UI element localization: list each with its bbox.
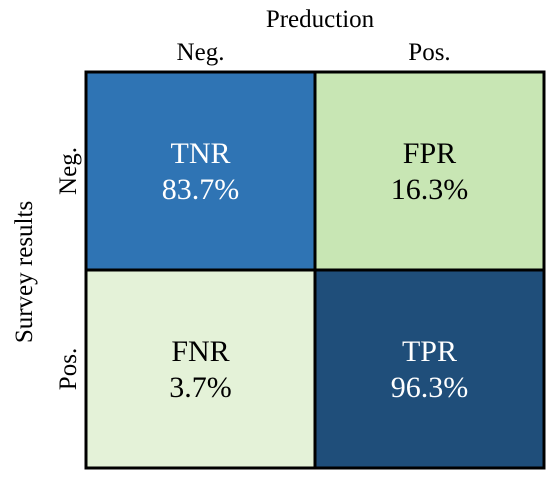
y-tick-label: Neg. <box>55 147 82 195</box>
x-tick-label: Neg. <box>177 39 225 66</box>
cell-tpr <box>315 270 544 468</box>
cell-fnr <box>86 270 315 468</box>
x-tick-label: Pos. <box>408 39 450 66</box>
y-tick-labels: Neg. Pos. <box>55 147 82 390</box>
cell-tnr-value: 83.7% <box>162 173 240 206</box>
cell-fpr <box>315 72 544 270</box>
y-axis-title: Survey results <box>11 201 38 343</box>
cell-tnr <box>86 72 315 270</box>
cell-fpr-label: FPR <box>403 137 456 170</box>
cell-fpr-value: 16.3% <box>391 173 469 206</box>
cell-tpr-label: TPR <box>402 335 457 368</box>
y-tick-label: Pos. <box>55 348 82 390</box>
cell-fnr-label: FNR <box>171 335 229 368</box>
x-tick-labels: Neg. Pos. <box>177 39 451 66</box>
cell-fnr-value: 3.7% <box>169 371 232 404</box>
matrix-gridlines <box>84 70 546 470</box>
cell-tnr-label: TNR <box>171 137 231 170</box>
x-axis-title: Preduction <box>266 6 375 33</box>
cell-tpr-value: 96.3% <box>391 371 469 404</box>
